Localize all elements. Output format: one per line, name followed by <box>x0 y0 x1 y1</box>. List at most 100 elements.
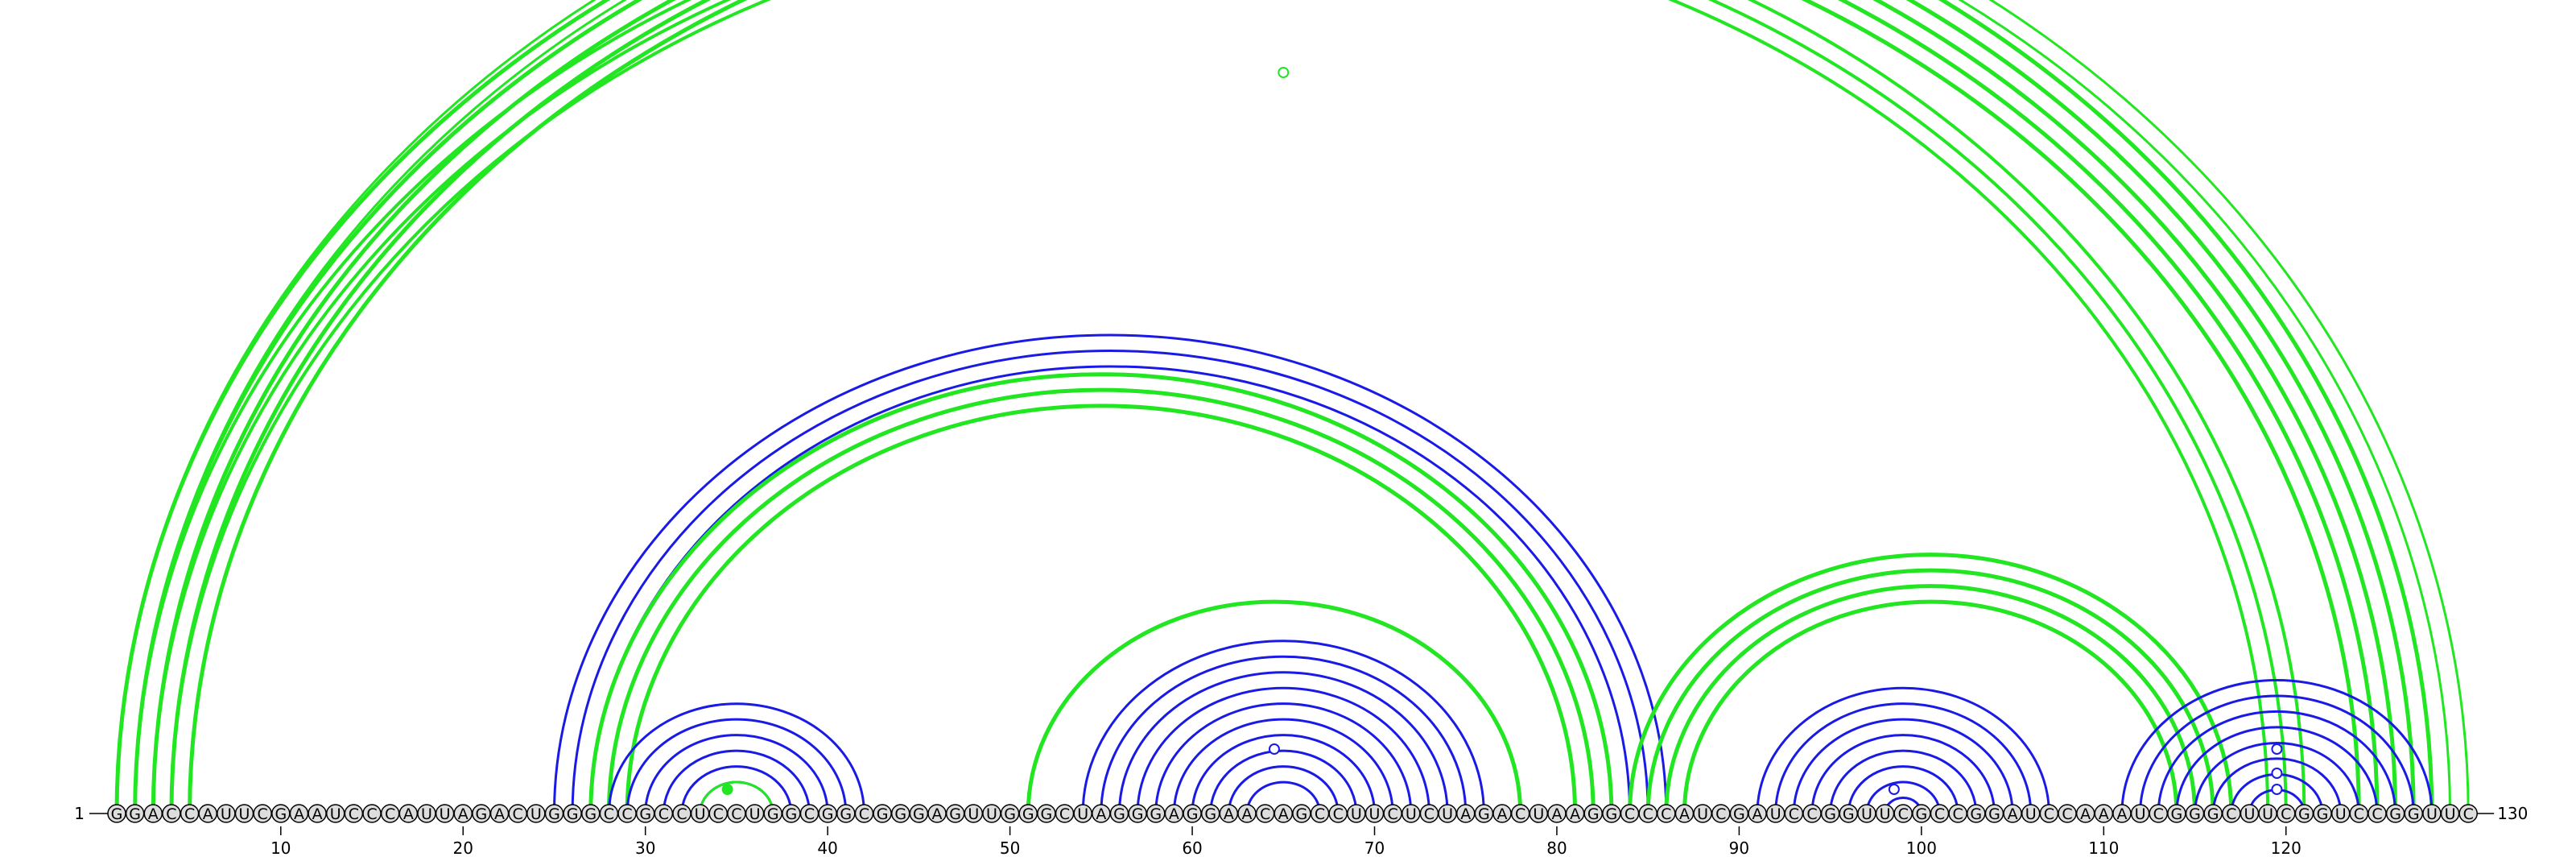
arc-marker-5 <box>2271 743 2283 755</box>
nucleotide-26: G <box>563 804 582 823</box>
svg-text:G: G <box>1988 805 2000 823</box>
svg-text:C: C <box>1624 805 1635 823</box>
nucleotide-77: A <box>1492 804 1512 823</box>
nucleotide-42: C <box>854 804 874 823</box>
nucleotide-36: U <box>745 804 765 823</box>
svg-text:G: G <box>785 805 797 823</box>
svg-text:30: 30 <box>635 838 655 857</box>
svg-text:G: G <box>2207 805 2219 823</box>
nucleotide-67: C <box>1310 804 1330 823</box>
arc-33-37 <box>699 780 774 814</box>
nucleotide-27: G <box>581 804 601 823</box>
nucleotide-11: A <box>289 804 309 823</box>
svg-text:C: C <box>1643 805 1653 823</box>
svg-text:G: G <box>949 805 961 823</box>
nucleotide-45: G <box>909 804 929 823</box>
svg-text:G: G <box>1587 805 1600 823</box>
nucleotide-117: C <box>2222 804 2241 823</box>
svg-text:90: 90 <box>1729 838 1749 857</box>
svg-text:C: C <box>2062 805 2072 823</box>
nucleotide-116: G <box>2203 804 2223 823</box>
nucleotide-81: A <box>1565 804 1585 823</box>
arc-86-115 <box>1664 584 2198 814</box>
nucleotide-79: U <box>1529 804 1549 823</box>
arc-4-119 <box>171 0 2268 814</box>
svg-text:U: U <box>1351 805 1362 823</box>
arc-marker-6 <box>2271 768 2283 779</box>
arc-62-68 <box>1227 765 1340 814</box>
nucleotide-55: A <box>1092 804 1111 823</box>
arc-30-40 <box>644 734 829 814</box>
svg-text:A: A <box>148 805 159 823</box>
svg-text:G: G <box>1478 805 1490 823</box>
svg-text:A: A <box>932 805 943 823</box>
nucleotide-62: A <box>1219 804 1239 823</box>
arc-4-125 <box>169 0 2380 814</box>
svg-text:G: G <box>1824 805 1836 823</box>
svg-text:C: C <box>1898 805 1909 823</box>
nucleotide-76: G <box>1474 804 1494 823</box>
nucleotide-56: G <box>1109 804 1129 823</box>
svg-text:C: C <box>658 805 669 823</box>
arc-31-39 <box>662 749 811 814</box>
arc-2-127 <box>133 0 2416 814</box>
nucleotide-51: G <box>1018 804 1038 823</box>
nucleotide-113: C <box>2149 804 2168 823</box>
nucleotide-6: A <box>198 804 217 823</box>
svg-text:C: C <box>1806 805 1817 823</box>
svg-text:A: A <box>1460 805 1471 823</box>
nucleotide-92: U <box>1765 804 1785 823</box>
nucleotide-25: G <box>544 804 564 823</box>
arc-3-126 <box>151 0 2398 814</box>
svg-text:U: U <box>2426 805 2438 823</box>
nucleotide-65: A <box>1274 804 1294 823</box>
nucleotide-118: U <box>2240 804 2260 823</box>
svg-text:120: 120 <box>2271 838 2301 857</box>
svg-text:A: A <box>1679 805 1690 823</box>
nucleotide-23: C <box>508 804 527 823</box>
svg-text:U: U <box>2445 805 2456 823</box>
tick-40: 40 <box>817 826 838 857</box>
nucleotide-49: U <box>982 804 1001 823</box>
svg-text:C: C <box>804 805 815 823</box>
svg-text:C: C <box>1333 805 1344 823</box>
svg-text:G: G <box>913 805 925 823</box>
nucleotide-130: C <box>2458 804 2478 823</box>
svg-text:U: U <box>2244 805 2256 823</box>
position-ruler: 10 20 30 40 50 60 70 80 90 100 110 120 <box>270 826 2301 857</box>
nucleotide-2: G <box>125 804 145 823</box>
svg-text:A: A <box>1224 805 1234 823</box>
arc-27-84 <box>589 365 1632 814</box>
svg-text:A: A <box>1096 805 1106 823</box>
svg-text:A: A <box>312 805 323 823</box>
svg-text:U: U <box>2262 805 2273 823</box>
svg-text:50: 50 <box>1000 838 1020 857</box>
nucleotide-101: C <box>1930 804 1950 823</box>
nucleotide-97: U <box>1857 804 1876 823</box>
svg-text:G: G <box>111 805 123 823</box>
svg-text:U: U <box>1697 805 1708 823</box>
tick-70: 70 <box>1364 826 1385 857</box>
arc-93-105 <box>1792 718 2014 814</box>
svg-text:C: C <box>1059 805 1070 823</box>
svg-text:A: A <box>2099 805 2109 823</box>
svg-text:G: G <box>1915 805 1927 823</box>
nucleotide-10: G <box>271 804 291 823</box>
nucleotide-106: U <box>2021 804 2041 823</box>
tick-100: 100 <box>1906 826 1937 857</box>
svg-text:U: U <box>2135 805 2146 823</box>
svg-text:U: U <box>1369 805 1381 823</box>
tick-110: 110 <box>2088 826 2119 857</box>
svg-text:A: A <box>203 805 213 823</box>
nucleotide-93: C <box>1784 804 1804 823</box>
svg-text:C: C <box>2044 805 2054 823</box>
arc-28-42 <box>607 702 865 814</box>
nucleotide-5: C <box>180 804 200 823</box>
arc-3-120 <box>151 0 2288 814</box>
nucleotide-83: G <box>1602 804 1621 823</box>
svg-text:G: G <box>1733 805 1745 823</box>
arc-115-124 <box>2194 742 2360 814</box>
svg-text:10: 10 <box>270 838 291 857</box>
svg-text:C: C <box>604 805 614 823</box>
